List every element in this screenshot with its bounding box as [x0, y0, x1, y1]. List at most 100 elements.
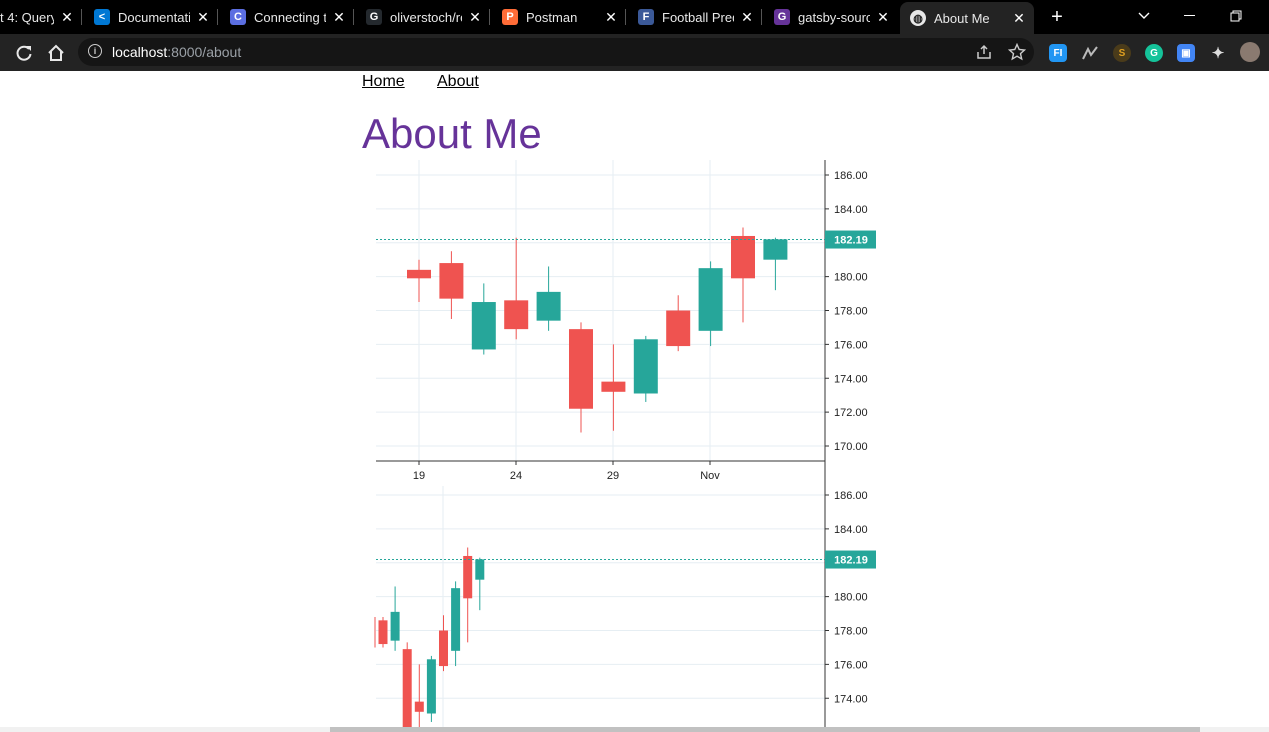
candle-body [463, 555, 473, 599]
x-tick-label: Nov [700, 470, 720, 482]
tab-title: Football Predi [662, 9, 734, 25]
horizontal-scrollbar[interactable] [0, 727, 1269, 732]
candle-body [426, 659, 436, 714]
bookmark-star-icon[interactable] [1007, 42, 1027, 66]
candle [407, 259, 431, 303]
candle [666, 295, 691, 352]
tab-close-icon[interactable]: ✕ [741, 8, 753, 25]
candle [439, 251, 464, 319]
tab-title: gatsby-source [798, 9, 870, 25]
share-icon[interactable] [976, 44, 992, 65]
site-info-icon[interactable]: i [88, 44, 102, 58]
tab-title: Postman [526, 9, 578, 25]
tab-title: Documentatio [118, 9, 190, 25]
restore-icon[interactable] [1224, 6, 1248, 26]
candle-body [633, 339, 658, 394]
x-tick-label: 19 [413, 470, 425, 482]
tab-title: t 4: Query [0, 9, 54, 25]
browser-tab[interactable]: < Documentatio ✕ [84, 4, 218, 30]
gatsby-icon: G [774, 9, 790, 25]
tab-close-icon[interactable]: ✕ [1013, 9, 1025, 26]
nav-link-about[interactable]: About [437, 73, 479, 90]
tab-close-icon[interactable]: ✕ [333, 8, 345, 25]
candle [536, 266, 561, 331]
y-tick-label: 184.00 [834, 204, 868, 216]
extension-wave-icon[interactable] [1081, 44, 1099, 62]
candle-body [407, 269, 431, 279]
candle [471, 283, 496, 355]
tab-close-icon[interactable]: ✕ [197, 8, 209, 25]
home-icon[interactable] [44, 41, 68, 65]
profile-avatar[interactable] [1240, 42, 1260, 62]
candle [439, 615, 448, 672]
candlestick-chart-1[interactable]: 186.00184.00182.00180.00178.00176.00174.… [362, 160, 882, 486]
candle-body [471, 302, 496, 350]
tab-close-icon[interactable]: ✕ [61, 8, 73, 25]
y-tick-label: 186.00 [834, 170, 868, 182]
extension-docs-icon[interactable]: ▣ [1177, 44, 1195, 62]
tab-title: oliverstoch/re [390, 9, 462, 25]
globe-icon: ◍ [910, 10, 926, 26]
candle-body [698, 268, 723, 331]
football-icon: F [638, 9, 654, 25]
github-icon: G [366, 9, 382, 25]
postman-icon: P [502, 9, 518, 25]
y-tick-label: 184.00 [834, 524, 868, 536]
candle [504, 237, 529, 340]
y-tick-label: 178.00 [834, 306, 868, 318]
tab-close-icon[interactable]: ✕ [469, 8, 481, 25]
tab-strip: t 4: Query ✕ < Documentatio ✕ C Connecting to ✕… [0, 0, 1269, 34]
candle-body [475, 559, 485, 580]
browser-tab[interactable]: t 4: Query ✕ [0, 4, 82, 30]
new-tab-button[interactable]: + [1051, 5, 1063, 28]
candle [426, 655, 436, 722]
tab-close-icon[interactable]: ✕ [605, 8, 617, 25]
candle-body [414, 701, 424, 712]
url-text[interactable]: localhost:8000/about [112, 44, 242, 60]
tab-search-icon[interactable] [1132, 6, 1156, 26]
candle [763, 237, 788, 291]
candle-body [451, 588, 461, 651]
extension-s-icon[interactable]: S [1113, 44, 1131, 62]
x-tick-label: 24 [510, 470, 522, 482]
tab-title: Connecting to [254, 9, 326, 25]
browser-tab[interactable]: P Postman ✕ [492, 4, 626, 30]
candle-body [439, 630, 448, 667]
scrollbar-thumb[interactable] [330, 727, 1200, 732]
tab-title: About Me [934, 10, 990, 26]
browser-tab[interactable]: C Connecting to ✕ [220, 4, 354, 30]
x-tick-label: 29 [607, 470, 619, 482]
extensions-puzzle-icon[interactable]: ✦ [1211, 45, 1225, 62]
browser-tab[interactable]: F Football Predi ✕ [628, 4, 762, 30]
nav-link-home[interactable]: Home [362, 73, 405, 90]
candle-body [390, 611, 400, 641]
candlestick-chart-2[interactable]: 186.00184.00182.00180.00178.00176.00174.… [362, 486, 882, 732]
extension-fi-icon[interactable]: FI [1049, 44, 1067, 62]
candle-body [504, 300, 529, 330]
last-price-label: 182.19 [834, 235, 868, 247]
y-tick-label: 186.00 [834, 490, 868, 502]
candle [569, 322, 593, 433]
reload-icon[interactable] [12, 41, 36, 65]
minimize-icon[interactable] [1178, 6, 1202, 26]
tab-close-icon[interactable]: ✕ [877, 8, 889, 25]
y-tick-label: 180.00 [834, 592, 868, 604]
candle [731, 227, 755, 323]
y-tick-label: 174.00 [834, 373, 868, 385]
candle [601, 344, 626, 431]
browser-tab[interactable]: ◍ About Me ✕ [900, 2, 1034, 34]
candle-body [601, 381, 626, 392]
y-tick-label: 172.00 [834, 407, 868, 419]
y-tick-label: 170.00 [834, 441, 868, 453]
address-bar[interactable]: i localhost:8000/about [78, 38, 1034, 66]
y-tick-label: 174.00 [834, 693, 868, 705]
candle [475, 557, 485, 611]
page-title: About Me [362, 110, 542, 157]
candle [463, 547, 473, 643]
candle [633, 335, 658, 402]
browser-toolbar: i localhost:8000/about FI S G ▣ ✦ [0, 34, 1269, 71]
grammarly-icon[interactable]: G [1145, 44, 1163, 62]
y-tick-label: 176.00 [834, 339, 868, 351]
